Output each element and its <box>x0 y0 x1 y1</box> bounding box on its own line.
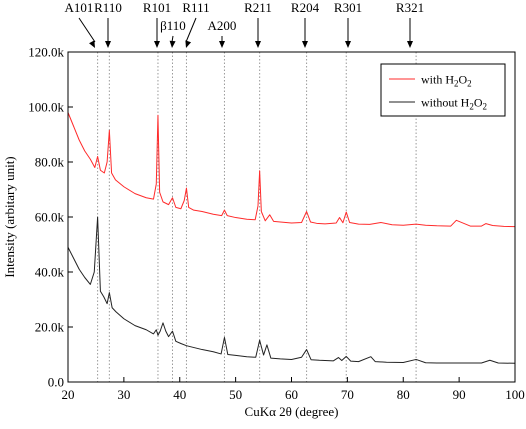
legend-subscript: 2 <box>454 79 459 89</box>
peak-label: R301 <box>334 0 362 15</box>
y-tick-label: 20.0k <box>35 320 65 335</box>
x-axis-title: CuKα 2θ (degree) <box>245 404 339 419</box>
y-tick-label: 60.0k <box>35 210 65 225</box>
x-tick-label: 80 <box>397 387 410 402</box>
reference-lines <box>97 52 417 382</box>
peak-label: R211 <box>244 0 272 15</box>
peak-label: A200 <box>208 18 237 33</box>
x-tick-label: 60 <box>285 387 298 402</box>
peak-arrow-shaft <box>185 17 197 43</box>
peak-arrow-head <box>89 40 95 48</box>
x-tick-label: 100 <box>505 387 525 402</box>
peak-label: R204 <box>291 0 320 15</box>
peak-arrow-head <box>219 41 225 48</box>
legend-label: with H2O2 <box>421 73 472 89</box>
y-tick-label: 0.0 <box>48 375 64 390</box>
series-line-1 <box>67 216 516 364</box>
peak-label: β110 <box>160 18 186 33</box>
x-tick-label: 30 <box>117 387 130 402</box>
series-line-0 <box>67 112 516 228</box>
legend-subscript: 2 <box>483 102 488 112</box>
legend-subscript: 2 <box>469 102 474 112</box>
peak-arrow-head <box>169 40 176 48</box>
x-tick-label: 50 <box>229 387 242 402</box>
y-axis-title: Intensity (arbitary unit) <box>2 156 17 277</box>
peak-arrow-shaft <box>78 17 96 43</box>
legend-text-part: O <box>459 73 468 87</box>
x-tick-label: 70 <box>341 387 354 402</box>
legend-text-part: O <box>474 96 483 110</box>
peak-arrow-head <box>302 41 308 48</box>
peak-arrow-head <box>185 40 192 48</box>
y-tick-label: 120.0k <box>28 45 64 60</box>
peak-arrow-head <box>255 41 261 48</box>
peak-label: R101 <box>143 0 171 15</box>
axis-ticks: 20 30 40 50 60 70 80 90 100 0.0 20.0k 40.0k 60.0k 80.… <box>28 45 525 403</box>
peak-label: R110 <box>94 0 122 15</box>
peak-arrow-head <box>407 41 413 48</box>
y-tick-label: 80.0k <box>35 155 65 170</box>
legend-text-part: without H <box>421 96 470 110</box>
legend-subscript: 2 <box>467 79 472 89</box>
peak-label: R111 <box>182 0 209 15</box>
peak-label: R321 <box>396 0 424 15</box>
legend-text-part: with H <box>421 73 454 87</box>
y-tick-label: 100.0k <box>28 100 64 115</box>
y-tick-label: 40.0k <box>35 265 65 280</box>
x-tick-label: 90 <box>453 387 466 402</box>
peak-arrow-head <box>105 41 111 48</box>
x-tick-label: 20 <box>62 387 75 402</box>
series-group <box>67 112 516 364</box>
peak-label: A101 <box>65 0 94 15</box>
peak-annotations: A101 R110 R101 β110 R111 A200 R211 R204 R301 R321 <box>65 0 424 48</box>
x-tick-label: 40 <box>173 387 186 402</box>
peak-arrow-head <box>345 41 351 48</box>
legend-label: without H2O2 <box>421 96 487 112</box>
legend-box <box>380 63 506 117</box>
peak-arrow-head <box>154 41 160 48</box>
